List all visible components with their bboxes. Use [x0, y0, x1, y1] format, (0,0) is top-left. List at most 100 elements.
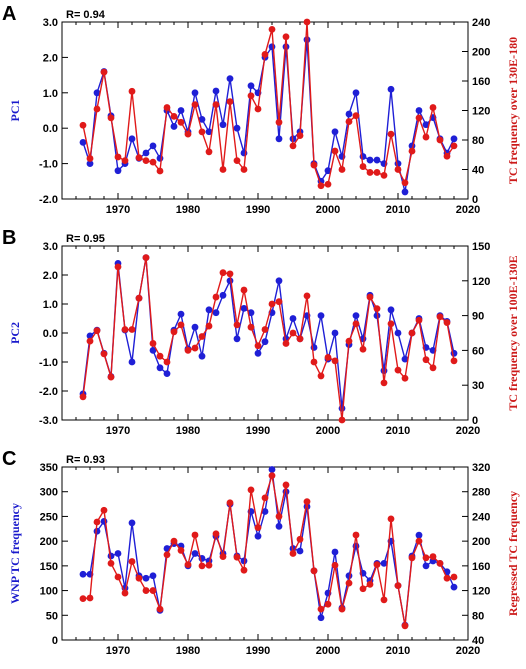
series-point-left: [261, 338, 269, 346]
series-point-right: [205, 561, 213, 569]
series-point-right: [352, 320, 360, 328]
plot-frame: [61, 245, 469, 421]
series-point-right: [219, 269, 227, 277]
series-point-right: [268, 300, 276, 308]
series-point-right: [240, 166, 248, 173]
y-left-tick-label: 50: [46, 610, 58, 622]
y-left-tick-label: -3.0: [39, 415, 58, 427]
panel-c: C R= 0.93 1970 1980 1990 2000 2010 2020 0 50 100 15…: [2, 448, 520, 657]
series-point-left: [212, 309, 220, 317]
series-point-right: [156, 352, 164, 360]
series-point-right: [184, 347, 192, 354]
series-point-left: [317, 312, 325, 319]
y-right-tick-label: 150: [472, 241, 490, 253]
series-point-right: [282, 481, 290, 489]
series-point-left: [128, 358, 136, 366]
series-point-left: [205, 128, 213, 136]
series-point-right: [86, 594, 94, 602]
series-point-right: [247, 92, 255, 100]
series-point-right: [170, 537, 178, 545]
series-point-right: [429, 553, 437, 560]
series-point-right: [114, 263, 122, 271]
series-point-left: [422, 562, 430, 570]
series-point-left: [352, 312, 360, 319]
series-point-left: [156, 154, 164, 162]
series-point-left: [450, 135, 458, 143]
series-point-right: [408, 329, 416, 337]
series-point-right: [373, 169, 381, 176]
series-point-left: [212, 87, 220, 95]
series-point-right: [436, 313, 444, 321]
series-point-left: [177, 310, 185, 318]
y-left-tick-label: 0.0: [43, 328, 58, 340]
series-line-left: [83, 469, 455, 626]
y-left-tick-label: -2.0: [39, 386, 58, 398]
series-point-right: [170, 113, 178, 120]
series-point-right: [282, 340, 290, 347]
series-point-left: [422, 121, 430, 129]
y-right-tick-label: 40: [472, 165, 484, 177]
series-point-left: [275, 522, 283, 530]
series-point-right: [303, 292, 311, 300]
series-point-right: [156, 605, 164, 613]
series-point-left: [170, 123, 178, 130]
series-point-right: [422, 356, 430, 364]
series-point-right: [247, 486, 255, 494]
series-point-left: [275, 135, 283, 143]
series-point-right: [450, 142, 458, 150]
series-point-right: [219, 553, 227, 560]
y-right-tick-label: 160: [472, 561, 490, 573]
series-point-right: [450, 573, 458, 581]
series-point-left: [219, 291, 227, 299]
series-point-right: [261, 494, 269, 502]
series-point-right: [380, 596, 388, 604]
series-point-right: [345, 337, 353, 345]
series-point-right: [268, 25, 276, 33]
y-left-tick-label: 300: [40, 487, 58, 499]
y-left-axis-label: PC2: [8, 322, 22, 344]
series-point-left: [142, 574, 150, 582]
series-point-right: [198, 333, 206, 340]
series-point-right: [212, 101, 220, 108]
series-point-left: [345, 572, 353, 580]
series-point-right: [240, 566, 248, 574]
series-point-right: [345, 118, 353, 125]
y-left-axis-label: PC1: [8, 100, 22, 122]
y-right-tick-label: 280: [472, 487, 490, 499]
series-point-right: [401, 622, 409, 630]
series-point-right: [142, 587, 150, 594]
y-left-tick-label: 100: [40, 586, 58, 598]
series-point-left: [86, 160, 94, 168]
series-point-right: [324, 180, 332, 188]
x-tick-label: 1970: [106, 645, 130, 657]
series-point-left: [149, 572, 157, 580]
series-point-right: [226, 499, 234, 507]
panel-letter: C: [2, 448, 16, 470]
series-point-left: [324, 167, 332, 175]
series-point-right: [233, 157, 241, 165]
series-point-left: [156, 364, 164, 372]
panel-letter: B: [2, 227, 16, 249]
series-point-right: [226, 98, 234, 106]
series-point-left: [93, 89, 101, 97]
y-right-axis-label: TC frequency over 100E-130E: [506, 255, 520, 410]
series-point-left: [233, 124, 241, 132]
plot-frame: [61, 466, 469, 641]
series-point-left: [128, 135, 136, 143]
series-point-right: [373, 305, 381, 313]
series-point-left: [247, 82, 255, 90]
series-point-right: [338, 605, 346, 613]
series-point-left: [380, 559, 388, 567]
series-point-right: [93, 327, 101, 335]
series-point-right: [121, 157, 129, 165]
y-left-tick-label: 200: [40, 536, 58, 548]
series-point-right: [254, 105, 262, 113]
series-point-left: [198, 352, 206, 360]
series-point-right: [135, 154, 143, 162]
y-left-tick-label: -1.0: [39, 357, 58, 369]
series-point-right: [296, 132, 304, 139]
correlation-annotation: R= 0.93: [66, 454, 105, 466]
series-point-right: [387, 515, 395, 523]
series-point-left: [268, 466, 276, 473]
